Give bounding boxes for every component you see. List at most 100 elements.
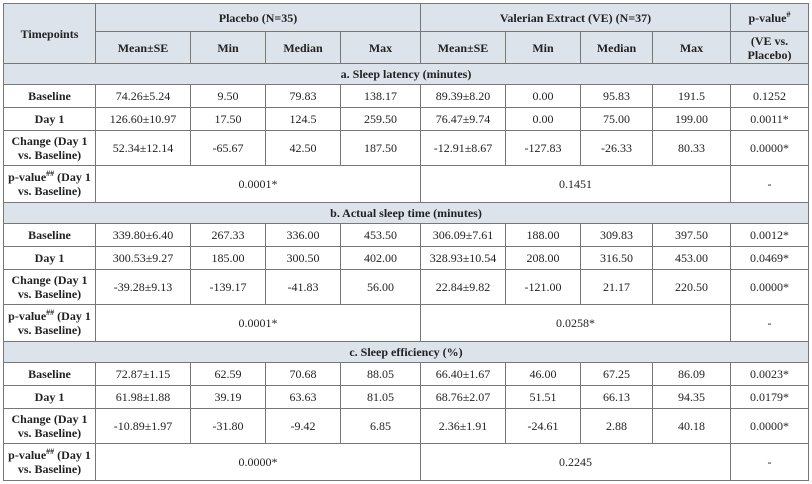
row-label: p-value## (Day 1 vs. Baseline) (3, 165, 96, 203)
table-cell: 2.88 (580, 408, 653, 444)
table-cell: 66.40±1.67 (420, 362, 506, 386)
group-header: Placebo (N=35) (95, 3, 421, 32)
table-cell: 39.19 (190, 385, 266, 409)
column-header: Min (190, 31, 266, 64)
table-cell: 70.68 (265, 362, 341, 386)
table-cell: 0.0179* (730, 385, 809, 409)
table-row: b. Actual sleep time (minutes) (3, 202, 809, 224)
table-cell: 0.00 (505, 84, 581, 108)
table-row: Change (Day 1 vs. Baseline) 52.34±12.14 -6… (3, 130, 809, 166)
table-row: Baseline 72.87±1.15 62.59 70.68 88.05 66.40±1… (3, 362, 809, 386)
column-header: (VE vs. Placebo) (730, 31, 809, 64)
label-text: p-value (8, 170, 47, 184)
table-cell: 259.50 (340, 107, 421, 131)
table-cell: - (730, 304, 809, 342)
table-cell: 40.18 (652, 408, 731, 444)
table-row: p-value## (Day 1 vs. Baseline) 0.0000* 0.2… (3, 443, 809, 481)
table-cell: 86.09 (652, 362, 731, 386)
row-label: Change (Day 1 vs. Baseline) (3, 408, 96, 444)
table-cell: 51.51 (505, 385, 581, 409)
superscript: # (786, 9, 791, 19)
table-cell: 397.50 (652, 223, 731, 247)
column-header: Max (652, 31, 731, 64)
table-cell: 88.05 (340, 362, 421, 386)
table-cell: 0.0001* (95, 304, 421, 342)
table-cell: 208.00 (505, 246, 581, 270)
table-row: Day 1 61.98±1.88 39.19 63.63 81.05 68.76±2.07… (3, 385, 809, 409)
header-cell: p-value# (730, 3, 809, 32)
table-cell: -39.28±9.13 (95, 269, 191, 305)
column-header: Mean±SE (95, 31, 191, 64)
table-cell: 0.00 (505, 107, 581, 131)
table-cell: 2.36±1.91 (420, 408, 506, 444)
table-cell: 0.0000* (730, 130, 809, 166)
table-cell: 81.05 (340, 385, 421, 409)
table-cell: 0.2245 (420, 443, 731, 481)
table-cell: 72.87±1.15 (95, 362, 191, 386)
table-cell: 63.63 (265, 385, 341, 409)
table-cell: 453.00 (652, 246, 731, 270)
table-cell: -139.17 (190, 269, 266, 305)
table-cell: 309.83 (580, 223, 653, 247)
table-cell: 0.1451 (420, 165, 731, 203)
label-text: (Day 1 vs. Baseline) (17, 309, 91, 337)
table-cell: 328.93±10.54 (420, 246, 506, 270)
row-label: Baseline (3, 362, 96, 386)
results-table: Timepoints Placebo (N=35) Valerian Extract… (3, 3, 809, 481)
row-label: Change (Day 1 vs. Baseline) (3, 130, 96, 166)
table-cell: 300.53±9.27 (95, 246, 191, 270)
table-cell: -12.91±8.67 (420, 130, 506, 166)
table-cell: 185.00 (190, 246, 266, 270)
column-header: Min (505, 31, 581, 64)
table-cell: 89.39±8.20 (420, 84, 506, 108)
section-title: b. Actual sleep time (minutes) (3, 202, 809, 224)
table-row: Day 1 126.60±10.97 17.50 124.5 259.50 76.47±9… (3, 107, 809, 131)
label-text: (Day 1 vs. Baseline) (17, 170, 91, 198)
label-text: p-value (8, 309, 47, 323)
table-cell: 0.0000* (95, 443, 421, 481)
section-title: a. Sleep latency (minutes) (3, 63, 809, 85)
row-label: p-value## (Day 1 vs. Baseline) (3, 443, 96, 481)
table-row: Change (Day 1 vs. Baseline) -10.89±1.97 -3… (3, 408, 809, 444)
table-cell: 187.50 (340, 130, 421, 166)
table-cell: 0.0000* (730, 408, 809, 444)
table-cell: 62.59 (190, 362, 266, 386)
table-row: p-value## (Day 1 vs. Baseline) 0.0001* 0.0… (3, 304, 809, 342)
section-title: c. Sleep efficiency (%) (3, 341, 809, 363)
table-cell: 402.00 (340, 246, 421, 270)
table-cell: 6.85 (340, 408, 421, 444)
table-cell: 66.13 (580, 385, 653, 409)
table-cell: - (730, 443, 809, 481)
table-cell: 17.50 (190, 107, 266, 131)
table-cell: -24.61 (505, 408, 581, 444)
table-cell: 191.5 (652, 84, 731, 108)
table-cell: 52.34±12.14 (95, 130, 191, 166)
row-label: Day 1 (3, 107, 96, 131)
table-cell: 74.26±5.24 (95, 84, 191, 108)
row-label: p-value## (Day 1 vs. Baseline) (3, 304, 96, 342)
table-cell: 79.83 (265, 84, 341, 108)
table-cell: -65.67 (190, 130, 266, 166)
table-cell: 0.0258* (420, 304, 731, 342)
table-row: Day 1 300.53±9.27 185.00 300.50 402.00 328.93… (3, 246, 809, 270)
table-row: Baseline 339.80±6.40 267.33 336.00 453.50 306… (3, 223, 809, 247)
table-cell: 0.0001* (95, 165, 421, 203)
superscript: ## (46, 308, 55, 317)
table-cell: 306.09±7.61 (420, 223, 506, 247)
table-cell: 21.17 (580, 269, 653, 305)
table-cell: 138.17 (340, 84, 421, 108)
table-cell: 76.47±9.74 (420, 107, 506, 131)
table-cell: 61.98±1.88 (95, 385, 191, 409)
table-cell: 220.50 (652, 269, 731, 305)
table-row: c. Sleep efficiency (%) (3, 341, 809, 363)
table-cell: 68.76±2.07 (420, 385, 506, 409)
table-cell: 124.5 (265, 107, 341, 131)
header-text: p-value (748, 10, 787, 25)
table-row: p-value## (Day 1 vs. Baseline) 0.0001* 0.1… (3, 165, 809, 203)
table-cell: 95.83 (580, 84, 653, 108)
row-label: Change (Day 1 vs. Baseline) (3, 269, 96, 305)
group-header: Valerian Extract (VE) (N=37) (420, 3, 731, 32)
row-label: Day 1 (3, 385, 96, 409)
table-cell: 316.50 (580, 246, 653, 270)
